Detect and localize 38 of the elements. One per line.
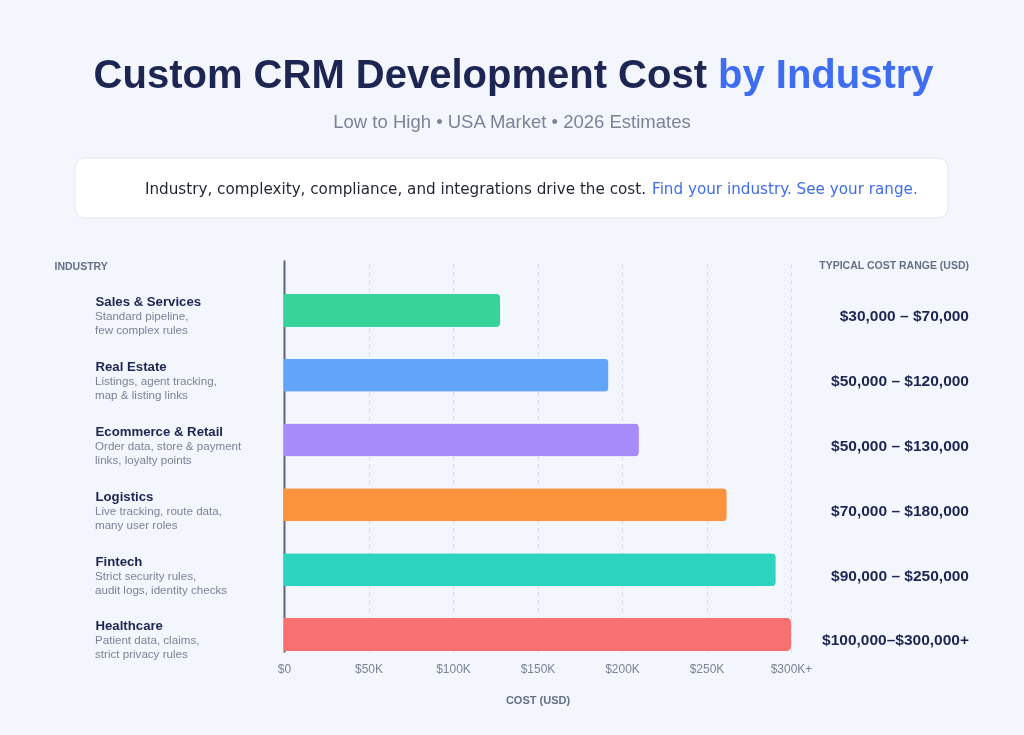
x-tick-label: $300K+ [770,661,813,676]
y-tick-label: Logistics [95,488,154,504]
x-tick-label: $0 [277,661,292,676]
x-tick-label: $250K [689,661,725,676]
x-tick-label: $100K [436,661,471,676]
chart-title: Custom CRM Development Cost by Industry [93,52,935,96]
text: $90,000 – $250,000 [831,566,969,584]
text: $100,000–$300,000+ [822,631,969,649]
y-tick-label: Ecommerce & Retail [95,424,224,440]
bar [284,423,639,457]
text: Patient data, claims, strict privacy rules [95,633,200,661]
x-tick-label: $50K [354,661,384,676]
x-tick-label: $200K [605,661,640,676]
y-tick-label: Healthcare [95,618,163,634]
bar [284,488,727,522]
text: Strict security rules, audit logs, identity checks [95,568,228,596]
text: Standard pipeline, few complex rules [95,309,189,337]
bar [284,358,609,392]
y-axis-title: INDUSTRY [54,259,108,272]
text: Live tracking, route data, many user roles [95,503,222,531]
y-tick-label: Real Estate [95,359,167,375]
x-tick-label: $150K [520,661,556,676]
bar [284,553,776,587]
text: $70,000 – $180,000 [831,501,969,519]
text: $30,000 – $70,000 [839,307,969,325]
text: Listings, agent tracking, map & listing links [95,374,217,402]
text: Industry, complexity, compliance, and integrations drive the cost. [144,180,646,198]
bar [284,618,791,651]
text: TYPICAL COST RANGE (USD) [819,259,969,271]
text: $50,000 – $120,000 [831,372,969,390]
x-axis-title: COST (USD) [505,693,571,706]
bar [284,293,501,327]
chart-subtitle: Low to High • USA Market • 2026 Estimates [333,111,691,132]
text: $50,000 – $130,000 [831,437,969,455]
y-tick-label: Sales & Services [95,294,202,310]
text: Find your industry. See your range. [652,180,918,198]
text: Order data, store & payment links, loyalty points [95,439,243,467]
y-tick-label: Fintech [95,553,143,569]
